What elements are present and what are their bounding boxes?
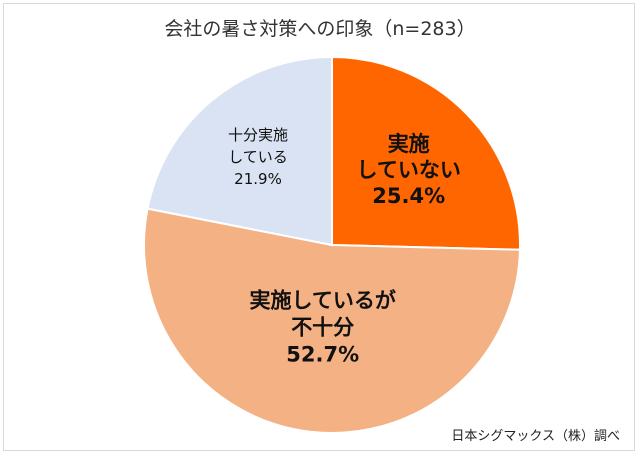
slice-name-label-3: 十分実施 [228,126,288,144]
chart-frame [3,3,635,451]
chart-title: 会社の暑さ対策への印象（n=283） [164,18,476,40]
pie-slice-2 [143,207,521,434]
slice-name-label-3: している [228,148,288,166]
pie-slice-1 [331,55,521,251]
slice-value-label-2: 52.7% [286,343,359,367]
slice-name-label-2: 不十分 [291,316,354,340]
pie-slice-3 [146,55,333,247]
source-note: 日本シグマックス（株）調べ [451,429,620,444]
slice-value-label-3: 21.9% [234,170,282,188]
slice-name-label-1: 実施 [388,132,430,156]
slice-name-label-2: 実施しているが [250,289,396,313]
slice-value-label-1: 25.4% [372,184,445,208]
slice-name-label-1: していない [357,158,461,182]
